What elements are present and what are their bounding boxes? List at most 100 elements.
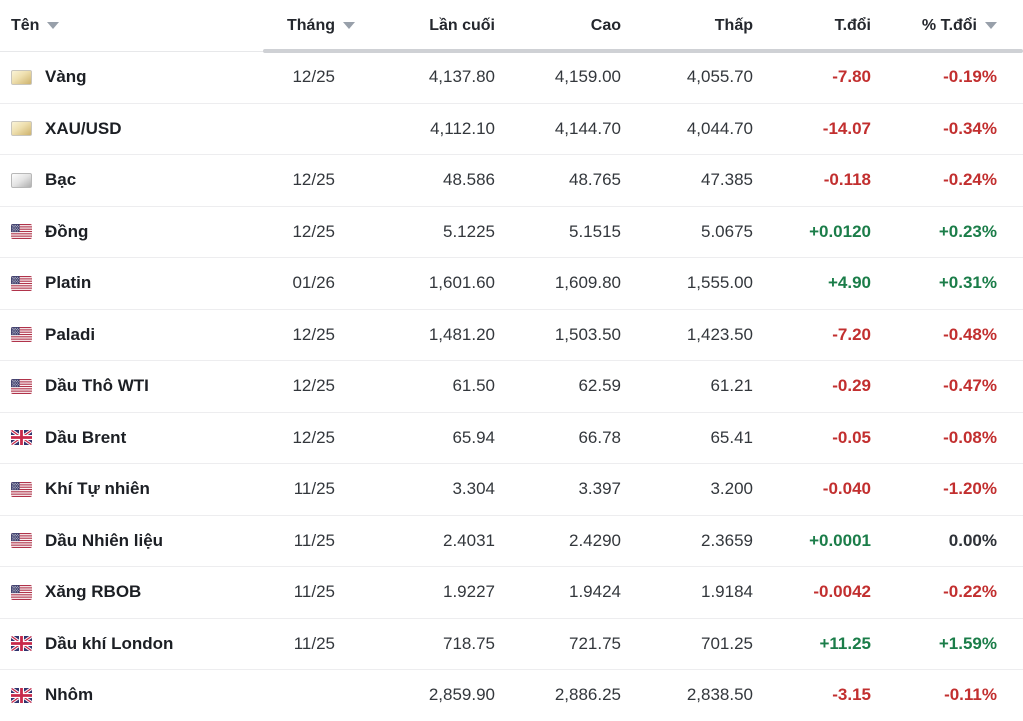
silver-bar-icon bbox=[11, 172, 32, 188]
table-row[interactable]: Dầu Brent 12/25 65.94 66.78 65.41 -0.05 … bbox=[0, 413, 1023, 464]
us-flag-icon bbox=[11, 533, 32, 549]
last-cell: 48.586 bbox=[443, 170, 495, 190]
instrument-cell[interactable]: Paladi bbox=[0, 310, 265, 361]
instrument-cell[interactable]: Đồng bbox=[0, 207, 265, 258]
month-cell: 12/25 bbox=[292, 324, 335, 344]
header-last[interactable]: Lần cuối bbox=[361, 0, 521, 51]
low-cell: 1,423.50 bbox=[686, 324, 753, 344]
month-cell: 12/25 bbox=[292, 67, 335, 87]
change-cell: +4.90 bbox=[827, 273, 871, 293]
table-row[interactable]: Xăng RBOB 11/25 1.9227 1.9424 1.9184 -0.… bbox=[0, 567, 1023, 619]
table-row[interactable]: Dầu khí London 11/25 718.75 721.75 701.2… bbox=[0, 619, 1023, 670]
change-cell: -0.29 bbox=[832, 376, 871, 396]
change-cell: -3.15 bbox=[832, 685, 871, 705]
change-cell: -7.20 bbox=[832, 324, 871, 344]
table-row[interactable]: Vàng 12/25 4,137.80 4,159.00 4,055.70 -7… bbox=[0, 52, 1023, 104]
header-change[interactable]: T.đổi bbox=[779, 0, 897, 51]
month-cell: 11/25 bbox=[293, 582, 335, 602]
change-cell: -0.0042 bbox=[813, 582, 871, 602]
month-cell: 11/25 bbox=[293, 479, 335, 499]
last-cell: 5.1225 bbox=[443, 221, 495, 241]
table-row[interactable]: XAU/USD 4,112.10 4,144.70 4,044.70 -14.0… bbox=[0, 104, 1023, 155]
us-flag-icon bbox=[11, 584, 32, 600]
low-cell: 1,555.00 bbox=[686, 273, 753, 293]
change-cell: +0.0001 bbox=[809, 530, 871, 550]
instrument-cell[interactable]: Platin bbox=[0, 258, 265, 309]
header-pct-change[interactable]: % T.đổi bbox=[897, 0, 1023, 51]
table-row[interactable]: Dầu Thô WTI 12/25 61.50 62.59 61.21 -0.2… bbox=[0, 361, 1023, 413]
table-row[interactable]: Dầu Nhiên liệu 11/25 2.4031 2.4290 2.365… bbox=[0, 516, 1023, 567]
instrument-cell[interactable]: Dầu khí London bbox=[0, 619, 265, 670]
month-cell bbox=[265, 670, 361, 721]
instrument-name: Nhôm bbox=[45, 685, 94, 705]
uk-flag-icon bbox=[11, 636, 32, 652]
change-cell: -0.118 bbox=[823, 170, 871, 190]
high-cell: 1,609.80 bbox=[554, 273, 621, 293]
header-low[interactable]: Thấp bbox=[647, 0, 779, 51]
high-cell: 3.397 bbox=[578, 479, 621, 499]
last-cell: 4,112.10 bbox=[430, 118, 495, 138]
low-cell: 2,838.50 bbox=[686, 685, 753, 705]
pct-change-cell: -0.11% bbox=[944, 685, 997, 705]
table-row[interactable]: Platin 01/26 1,601.60 1,609.80 1,555.00 … bbox=[0, 258, 1023, 310]
high-cell: 4,159.00 bbox=[554, 67, 621, 87]
high-cell: 2.4290 bbox=[569, 530, 621, 550]
instrument-cell[interactable]: Dầu Brent bbox=[0, 413, 265, 464]
low-cell: 1.9184 bbox=[701, 582, 753, 602]
pct-change-cell: +1.59% bbox=[938, 633, 997, 653]
table-row[interactable]: Bạc 12/25 48.586 48.765 47.385 -0.118 -0… bbox=[0, 155, 1023, 207]
pct-change-cell: -0.34% bbox=[943, 118, 997, 138]
pct-change-cell: -0.08% bbox=[943, 427, 997, 447]
low-cell: 701.25 bbox=[701, 633, 753, 653]
instrument-cell[interactable]: Bạc bbox=[0, 155, 265, 206]
last-cell: 65.94 bbox=[452, 427, 495, 447]
instrument-cell[interactable]: Vàng bbox=[0, 52, 265, 103]
instrument-name: Dầu Thô WTI bbox=[45, 376, 149, 396]
change-cell: -14.07 bbox=[822, 118, 871, 138]
instrument-cell[interactable]: Dầu Thô WTI bbox=[0, 361, 265, 412]
table-row[interactable]: Paladi 12/25 1,481.20 1,503.50 1,423.50 … bbox=[0, 310, 1023, 361]
last-cell: 718.75 bbox=[443, 633, 495, 653]
change-cell: +0.0120 bbox=[809, 221, 871, 241]
gold-bar-icon bbox=[11, 121, 32, 137]
table-body: Vàng 12/25 4,137.80 4,159.00 4,055.70 -7… bbox=[0, 52, 1023, 721]
high-cell: 66.78 bbox=[578, 427, 621, 447]
pct-change-cell: -0.24% bbox=[943, 170, 997, 190]
header-month[interactable]: Tháng bbox=[265, 0, 361, 51]
instrument-cell[interactable]: Xăng RBOB bbox=[0, 567, 265, 618]
low-cell: 4,055.70 bbox=[686, 67, 753, 87]
pct-change-cell: -0.47% bbox=[943, 376, 997, 396]
instrument-cell[interactable]: Khí Tự nhiên bbox=[0, 464, 265, 515]
header-high[interactable]: Cao bbox=[521, 0, 647, 51]
change-cell: -7.80 bbox=[832, 67, 871, 87]
header-name[interactable]: Tên bbox=[0, 0, 265, 51]
last-cell: 4,137.80 bbox=[428, 67, 495, 87]
instrument-name: Dầu khí London bbox=[45, 633, 174, 653]
us-flag-icon bbox=[11, 481, 32, 497]
low-cell: 47.385 bbox=[701, 170, 753, 190]
table-header: Tên Tháng Lần cuối Cao Thấp T.đổi % T.đổ… bbox=[0, 0, 1023, 53]
instrument-cell[interactable]: Nhôm bbox=[0, 670, 265, 721]
high-cell: 721.75 bbox=[569, 633, 621, 653]
month-cell bbox=[265, 104, 361, 155]
instrument-cell[interactable]: Dầu Nhiên liệu bbox=[0, 516, 265, 567]
instrument-name: Khí Tự nhiên bbox=[45, 479, 150, 499]
table-row[interactable]: Khí Tự nhiên 11/25 3.304 3.397 3.200 -0.… bbox=[0, 464, 1023, 516]
instrument-name: Xăng RBOB bbox=[45, 582, 142, 602]
instrument-name: Dầu Nhiên liệu bbox=[45, 530, 164, 550]
last-cell: 61.50 bbox=[452, 376, 495, 396]
instrument-cell[interactable]: XAU/USD bbox=[0, 104, 265, 155]
month-cell: 12/25 bbox=[292, 221, 335, 241]
table-row[interactable]: Nhôm 2,859.90 2,886.25 2,838.50 -3.15 -0… bbox=[0, 670, 1023, 721]
low-cell: 65.41 bbox=[710, 427, 753, 447]
pct-change-cell: -0.48% bbox=[943, 324, 997, 344]
table-row[interactable]: Đồng 12/25 5.1225 5.1515 5.0675 +0.0120 … bbox=[0, 207, 1023, 258]
low-cell: 3.200 bbox=[710, 479, 753, 499]
month-cell: 12/25 bbox=[292, 376, 335, 396]
header-high-label: Cao bbox=[590, 16, 621, 34]
uk-flag-icon bbox=[11, 430, 32, 446]
instrument-name: Đồng bbox=[45, 221, 89, 241]
header-name-label: Tên bbox=[11, 16, 40, 34]
header-low-label: Thấp bbox=[714, 16, 753, 34]
